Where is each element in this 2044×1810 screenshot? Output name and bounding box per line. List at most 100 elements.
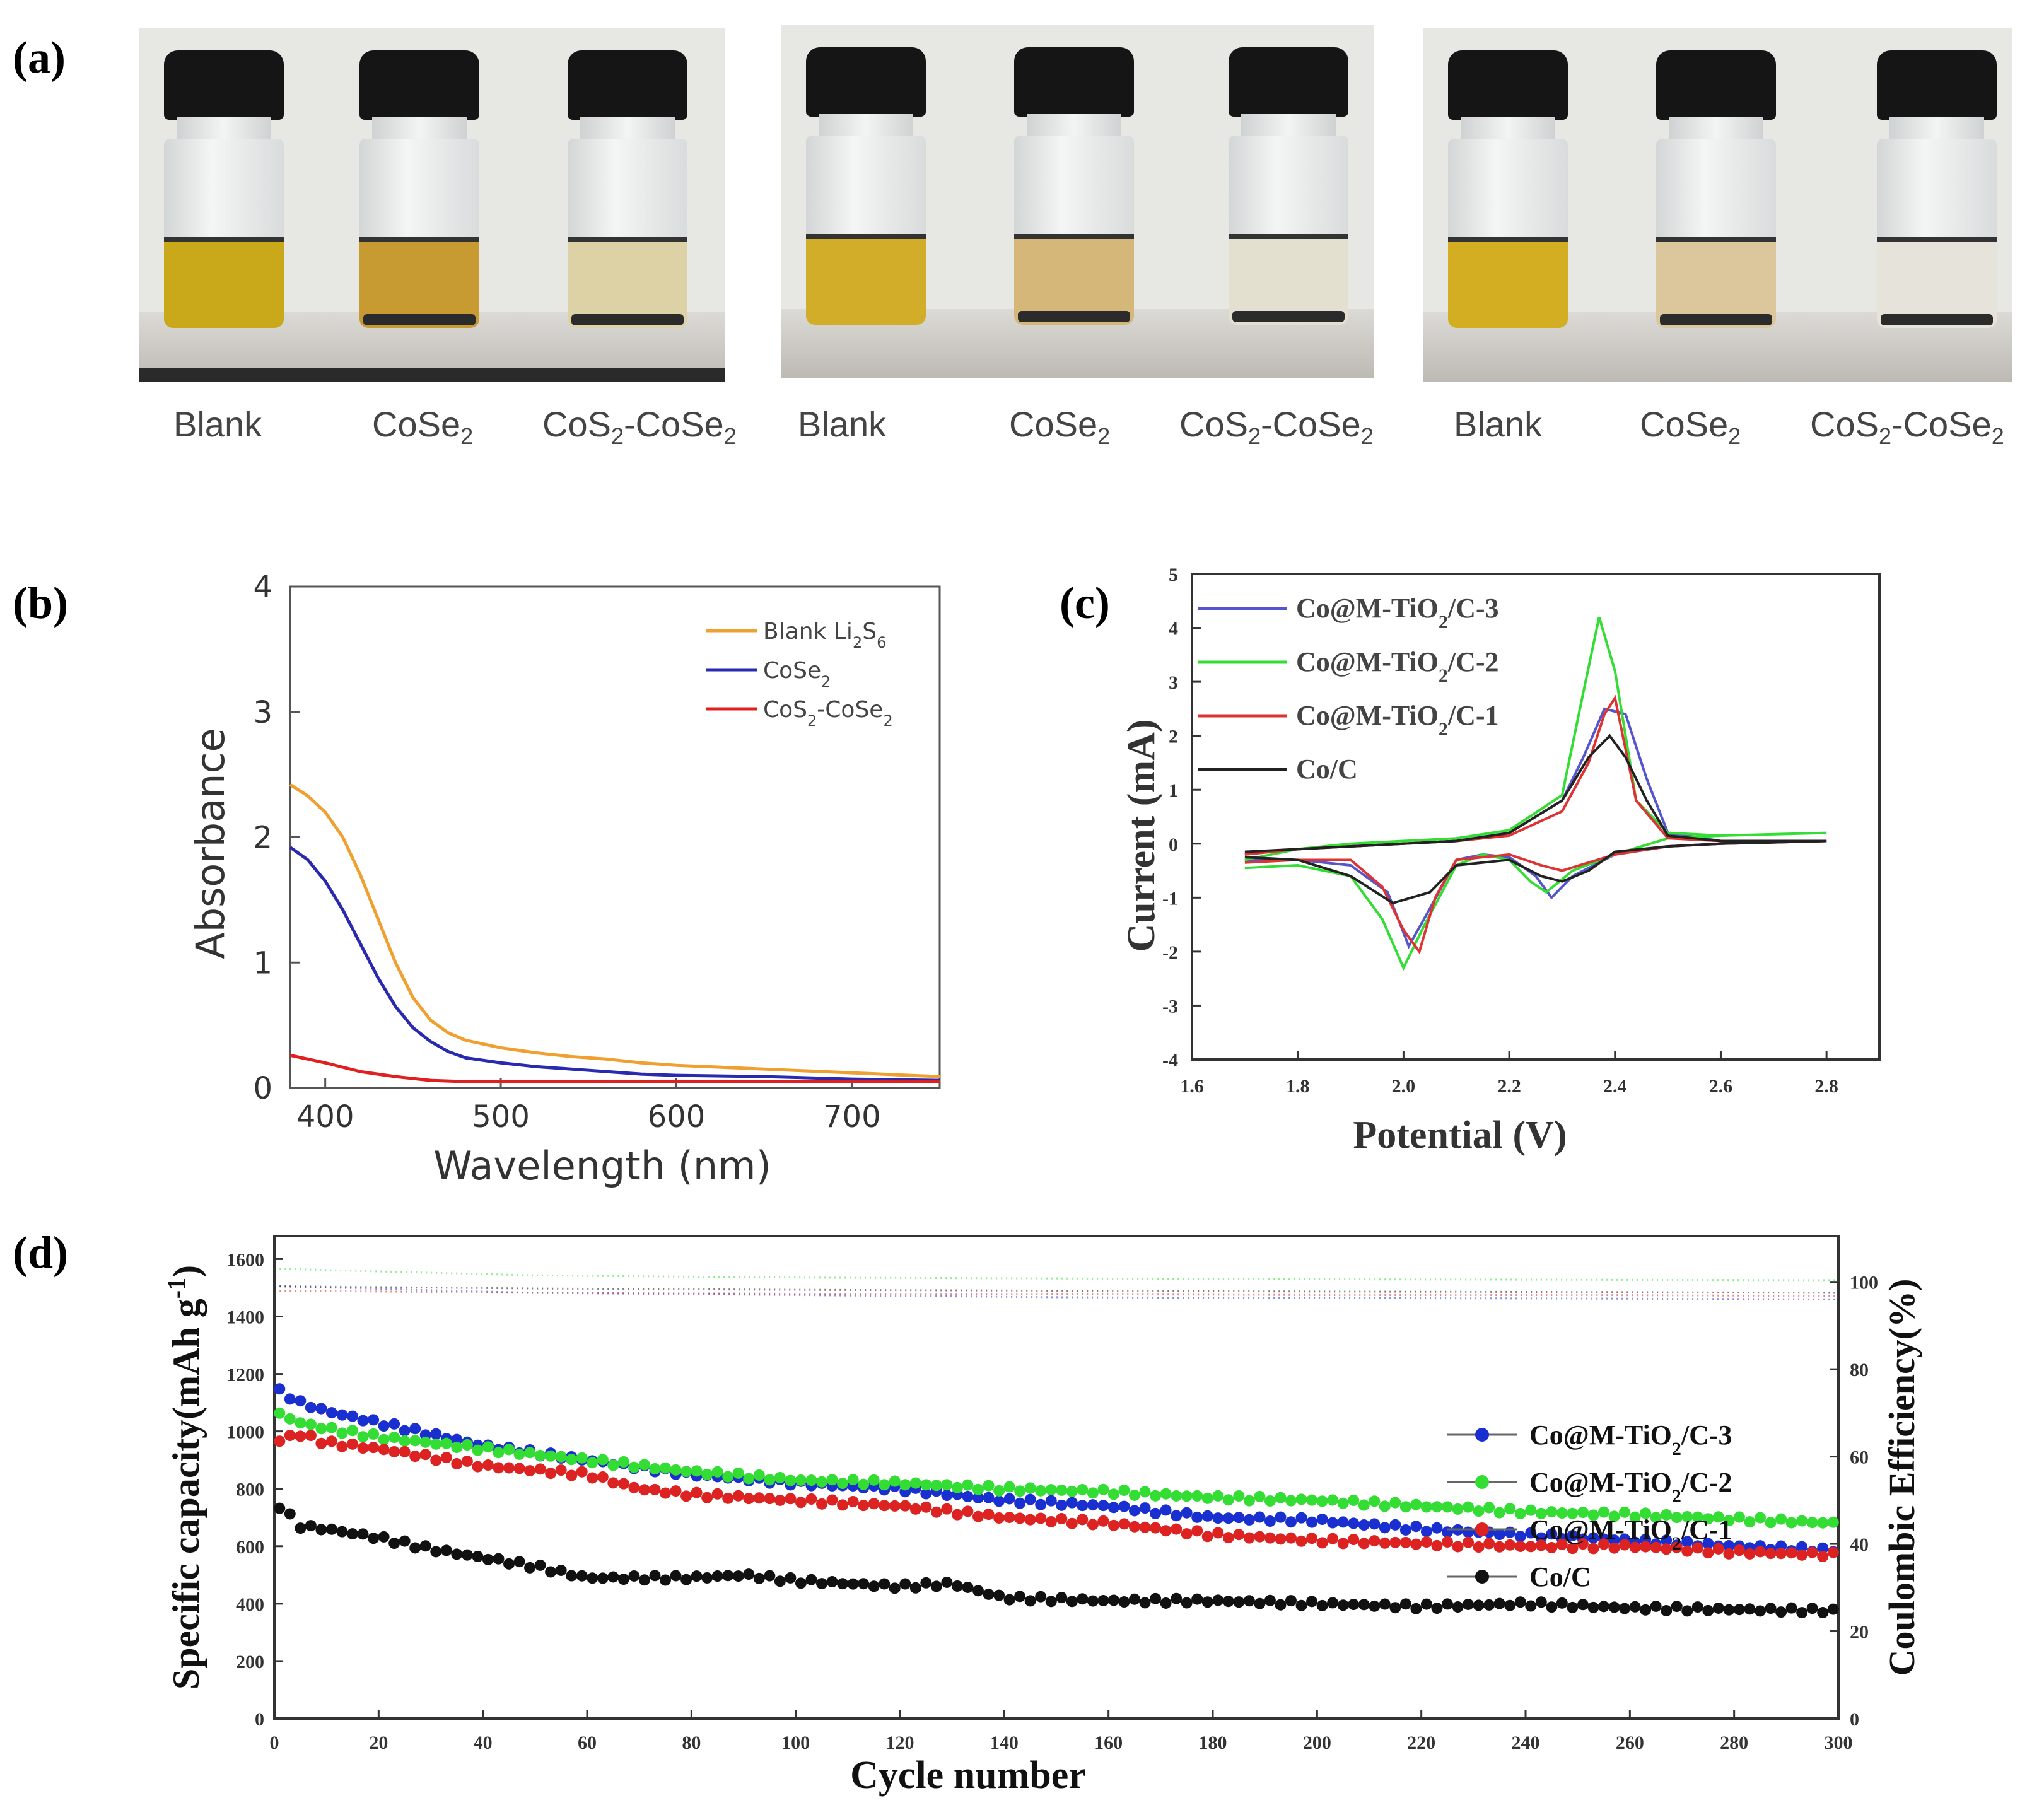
capacity-point bbox=[972, 1585, 984, 1597]
capacity-point bbox=[816, 1578, 827, 1590]
capacity-point bbox=[1191, 1511, 1203, 1523]
vial-glass bbox=[806, 136, 926, 325]
vial bbox=[1877, 50, 1997, 334]
capacity-point bbox=[1087, 1519, 1099, 1531]
capacity-point bbox=[1014, 1591, 1026, 1603]
vial-cap bbox=[1014, 47, 1134, 117]
capacity-point bbox=[1358, 1538, 1370, 1550]
vial-label: Blank bbox=[173, 404, 262, 444]
capacity-point bbox=[1254, 1490, 1266, 1502]
capacity-point bbox=[920, 1479, 932, 1491]
capacity-point bbox=[409, 1542, 421, 1554]
capacity-point bbox=[1129, 1593, 1140, 1605]
capacity-point bbox=[1452, 1601, 1464, 1613]
vial-label: Blank bbox=[798, 404, 887, 444]
capacity-point bbox=[503, 1462, 515, 1474]
capacity-point bbox=[1160, 1597, 1172, 1609]
capacity-point bbox=[951, 1580, 963, 1592]
capacity-point bbox=[1285, 1495, 1297, 1507]
capacity-point bbox=[868, 1580, 880, 1592]
capacity-point bbox=[1755, 1605, 1766, 1617]
x-axis-title: Cycle number bbox=[850, 1754, 1086, 1797]
capacity-point bbox=[1587, 1509, 1599, 1521]
y2-tick-label: 20 bbox=[1850, 1622, 1869, 1643]
capacity-point bbox=[858, 1578, 870, 1590]
capacity-point bbox=[1024, 1514, 1036, 1526]
capacity-point bbox=[1191, 1593, 1203, 1605]
capacity-point bbox=[837, 1578, 849, 1590]
x-tick-label: 100 bbox=[781, 1732, 810, 1753]
capacity-point bbox=[1661, 1543, 1673, 1555]
capacity-point bbox=[305, 1401, 317, 1413]
capacity-point bbox=[920, 1488, 932, 1500]
capacity-point bbox=[1139, 1521, 1151, 1533]
capacity-point bbox=[1087, 1487, 1099, 1499]
capacity-point bbox=[743, 1473, 755, 1485]
capacity-point bbox=[325, 1435, 337, 1447]
capacity-point bbox=[1463, 1501, 1475, 1513]
capacity-point bbox=[1129, 1489, 1140, 1501]
capacity-point bbox=[1431, 1522, 1443, 1534]
capacity-point bbox=[1640, 1541, 1652, 1553]
vial-cap bbox=[568, 50, 687, 120]
capacity-point bbox=[1817, 1607, 1829, 1619]
capacity-point bbox=[1399, 1536, 1411, 1548]
x-axis-title: Wavelength (nm) bbox=[433, 1143, 771, 1189]
capacity-point bbox=[1337, 1538, 1349, 1550]
capacity-point bbox=[638, 1484, 650, 1496]
capacity-point bbox=[1567, 1507, 1579, 1519]
capacity-point bbox=[1129, 1505, 1140, 1517]
capacity-point bbox=[1431, 1539, 1443, 1551]
y-tick-label: 1400 bbox=[226, 1307, 264, 1328]
capacity-point bbox=[1191, 1525, 1203, 1537]
capacity-point bbox=[1181, 1597, 1193, 1609]
capacity-point bbox=[1150, 1490, 1162, 1502]
vial-glass bbox=[1656, 139, 1776, 328]
y2-tick-label: 0 bbox=[1850, 1709, 1859, 1730]
capacity-point bbox=[576, 1466, 588, 1478]
y2-axis-title: Coulombic Efficiency(%) bbox=[1881, 1279, 1922, 1676]
capacity-point bbox=[1608, 1601, 1620, 1613]
capacity-point bbox=[566, 1469, 578, 1481]
capacity-point bbox=[1171, 1523, 1183, 1535]
capacity-point bbox=[649, 1463, 661, 1474]
y-tick-label: 1000 bbox=[226, 1422, 264, 1443]
capacity-point bbox=[1327, 1517, 1339, 1529]
capacity-point bbox=[889, 1500, 901, 1512]
uv-vis-absorbance-chart: 400 500 600 700 0 1 2 3 4 Wavelength (nm) Absorban… bbox=[187, 569, 941, 1189]
capacity-point bbox=[795, 1474, 807, 1486]
capacity-point bbox=[1483, 1502, 1495, 1514]
capacity-point bbox=[1535, 1539, 1547, 1551]
capacity-point bbox=[1755, 1512, 1766, 1524]
capacity-point bbox=[628, 1570, 640, 1582]
capacity-point bbox=[440, 1437, 452, 1449]
capacity-point bbox=[587, 1457, 599, 1469]
capacity-point bbox=[1420, 1598, 1432, 1610]
capacity-point bbox=[774, 1494, 786, 1506]
capacity-point bbox=[325, 1523, 337, 1535]
meniscus-line bbox=[164, 237, 284, 242]
capacity-point bbox=[368, 1428, 380, 1440]
capacity-point bbox=[1712, 1543, 1724, 1555]
capacity-point bbox=[409, 1451, 421, 1463]
adsorbent-sediment bbox=[1018, 311, 1130, 322]
capacity-point bbox=[1598, 1506, 1609, 1518]
adsorbent-sediment bbox=[363, 314, 476, 325]
series-line bbox=[1244, 616, 1827, 971]
legend-entry: Co@M-TiO2/C-2 bbox=[1529, 1467, 1732, 1507]
capacity-point bbox=[785, 1572, 797, 1584]
legend-entry: Co/C bbox=[1529, 1562, 1591, 1592]
capacity-point bbox=[1399, 1501, 1411, 1513]
legend-entry: Co/C bbox=[1296, 754, 1358, 785]
capacity-point bbox=[388, 1432, 400, 1444]
capacity-point bbox=[430, 1438, 442, 1450]
capacity-point bbox=[1587, 1532, 1599, 1544]
capacity-point bbox=[1765, 1517, 1777, 1529]
efficiency-series bbox=[279, 1290, 1839, 1297]
capacity-point bbox=[1337, 1497, 1349, 1509]
capacity-point bbox=[1118, 1518, 1130, 1530]
y-axis-title: Specific capacity(mAh g-1) bbox=[162, 1265, 207, 1690]
x-tick-label: 700 bbox=[823, 1099, 881, 1135]
capacity-point bbox=[388, 1445, 400, 1457]
capacity-point bbox=[1525, 1600, 1537, 1612]
